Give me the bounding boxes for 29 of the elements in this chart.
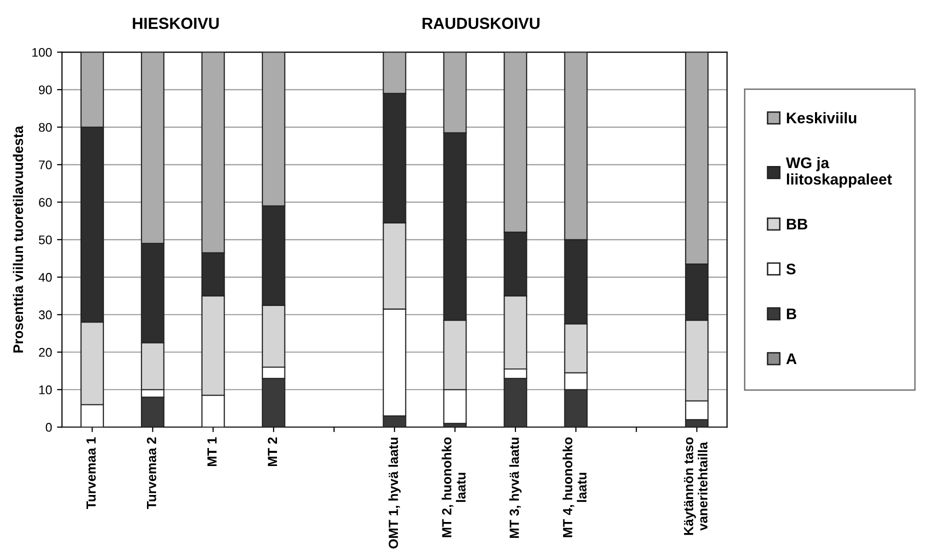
legend-label: S [786, 264, 796, 274]
x-tick-label: Käytännön taso vaneritehtailla [684, 437, 708, 535]
legend-label: A [786, 354, 797, 364]
y-tick-label: 70 [38, 160, 52, 170]
x-tick-label: MT 3, hyvä laatu [509, 438, 522, 538]
x-tick-label: MT 2 [268, 437, 277, 466]
x-tick-label: Turvemaa 2 [146, 437, 156, 510]
x-tick-label: Turvemaa 1 [86, 437, 96, 510]
y-tick-label: 10 [39, 385, 52, 394]
text: RAUDUSKOIVU [422, 18, 540, 29]
y-tick-label: 20 [38, 348, 52, 357]
legend-label: Keskiviilu [786, 112, 856, 124]
x-tick-label: MT 4, huonohko laatu [562, 437, 587, 538]
y-tick-label: 100 [32, 48, 52, 57]
x-tick-label: OMT 1, hyvä laatu [388, 438, 401, 548]
y-tick-label: 90 [38, 85, 52, 94]
x-tick-label: MT 1 [207, 437, 217, 466]
legend-label: BB [786, 218, 808, 230]
legend-label: WG ja liitoskappaleet [786, 156, 892, 188]
x-tick-label: MT 2, huonohko laatu [442, 437, 466, 538]
y-tick-label: 0 [46, 422, 52, 432]
text: HIESKOIVU [132, 18, 219, 29]
y-tick-label: 60 [38, 198, 52, 207]
y-tick-label: 80 [38, 122, 52, 132]
y-axis-title: Prosenttia viilun tuoretilavuudesta [12, 126, 24, 353]
y-tick-label: 40 [38, 272, 52, 282]
y-tick-label: 30 [38, 310, 52, 320]
y-tick-label: 50 [38, 235, 52, 244]
legend-label: B [786, 308, 796, 320]
